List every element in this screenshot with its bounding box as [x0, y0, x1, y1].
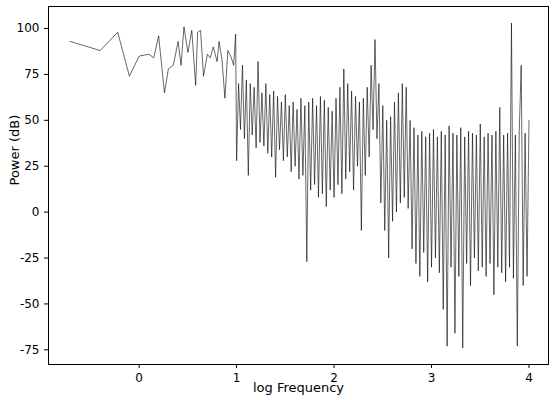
svg-text:-25: -25 [20, 251, 40, 265]
svg-text:log Frequency: log Frequency [253, 380, 344, 395]
svg-text:100: 100 [17, 21, 40, 35]
svg-text:0: 0 [135, 371, 143, 385]
svg-text:25: 25 [24, 159, 39, 173]
svg-text:-75: -75 [20, 343, 40, 357]
svg-text:75: 75 [24, 67, 39, 81]
svg-text:1: 1 [233, 371, 241, 385]
svg-text:-50: -50 [20, 297, 40, 311]
svg-text:50: 50 [24, 113, 39, 127]
svg-text:0: 0 [32, 205, 40, 219]
svg-text:Power (dB): Power (dB) [7, 115, 22, 186]
svg-text:2: 2 [330, 371, 338, 385]
svg-text:4: 4 [525, 371, 533, 385]
svg-text:3: 3 [428, 371, 436, 385]
